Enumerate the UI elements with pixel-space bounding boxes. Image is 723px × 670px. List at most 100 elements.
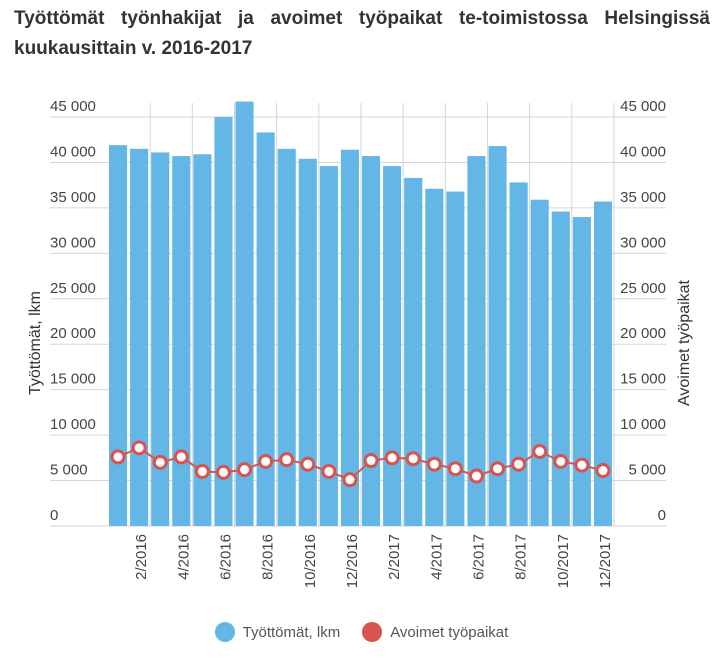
bar[interactable] — [340, 149, 359, 526]
y-axis-left: 0 5 000 10 000 15 000 20 000 25 000 30 000 35 0… — [50, 98, 96, 524]
x-tick-label: 12/2017 — [597, 534, 614, 588]
legend-swatch-red — [362, 622, 383, 642]
bar[interactable] — [362, 156, 381, 527]
line-point[interactable] — [532, 443, 548, 459]
y-right-tick-label: 35 000 — [620, 189, 666, 206]
bar[interactable] — [214, 117, 233, 526]
title-word: Helsingissä — [604, 8, 710, 29]
line-point[interactable] — [300, 456, 316, 472]
line-point[interactable] — [215, 464, 231, 480]
x-tick-label: 10/2016 — [302, 534, 319, 588]
y-left-tick-label: 25 000 — [50, 280, 96, 297]
line-point[interactable] — [595, 463, 611, 479]
bar[interactable] — [130, 148, 149, 527]
line-point[interactable] — [194, 463, 210, 479]
line-point[interactable] — [110, 449, 126, 465]
line-series — [110, 440, 611, 488]
y-left-tick-label: 15 000 — [50, 371, 96, 388]
title-line-2: kuukausittain v. 2016-2017 — [14, 38, 253, 59]
line-point[interactable] — [553, 453, 569, 469]
bar[interactable] — [383, 166, 402, 526]
y-right-tick-label: 5 000 — [628, 462, 666, 479]
line-point[interactable] — [152, 454, 168, 470]
y-left-tick-label: 45 000 — [50, 98, 96, 115]
line-point[interactable] — [405, 451, 421, 467]
bar[interactable] — [277, 148, 296, 527]
y-axis-left-title: Työttömät, lkm — [27, 291, 44, 395]
bar[interactable] — [319, 166, 338, 526]
bar[interactable] — [572, 216, 591, 526]
y-right-tick-label: 15 000 — [620, 371, 666, 388]
line-point[interactable] — [173, 449, 189, 465]
line-point[interactable] — [490, 461, 506, 477]
y-right-tick-label: 20 000 — [620, 325, 666, 342]
bar[interactable] — [551, 211, 570, 526]
chart-title: Työttömät työnhakijat ja avoimet työpaik… — [14, 4, 710, 64]
bar[interactable] — [172, 156, 191, 527]
legend-item-tyottomat[interactable]: Työttömät, lkm — [214, 622, 341, 642]
line-point[interactable] — [131, 440, 147, 456]
y-right-tick-label: 45 000 — [620, 98, 666, 115]
title-word: Työttömät — [14, 8, 105, 29]
x-tick-label: 8/2016 — [260, 534, 277, 580]
line-point[interactable] — [237, 462, 253, 478]
y-right-tick-label: 40 000 — [620, 143, 666, 160]
line-point[interactable] — [342, 472, 358, 488]
bar[interactable] — [256, 132, 275, 526]
title-word: työpaikat — [358, 8, 443, 29]
legend-label: Avoimet työpaikat — [390, 623, 509, 641]
x-tick-label: 6/2017 — [471, 534, 488, 580]
bar[interactable] — [593, 201, 612, 526]
title-word: ja — [237, 8, 254, 29]
bar[interactable] — [109, 145, 128, 527]
x-axis: 2/2016 4/2016 6/2016 8/2016 10/2016 12/2016 2/… — [133, 534, 614, 588]
line-point[interactable] — [426, 456, 442, 472]
line-point[interactable] — [279, 452, 295, 468]
x-tick-label: 2/2016 — [133, 534, 150, 580]
bar[interactable] — [193, 154, 212, 526]
bar[interactable] — [509, 182, 528, 526]
line-point[interactable] — [258, 453, 274, 469]
line-point[interactable] — [321, 463, 337, 479]
y-left-tick-label: 40 000 — [50, 143, 96, 160]
x-tick-label: 12/2016 — [344, 534, 361, 588]
legend: Työttömät, lkm Avoimet työpaikat — [0, 622, 723, 642]
y-left-tick-label: 30 000 — [50, 234, 96, 251]
x-tick-label: 8/2017 — [513, 534, 530, 580]
line-point[interactable] — [363, 453, 379, 469]
line-point[interactable] — [574, 457, 590, 473]
title-line-1: Työttömät työnhakijat ja avoimet työpaik… — [14, 4, 710, 34]
bar-series — [109, 101, 612, 527]
title-word: työnhakijat — [121, 8, 222, 29]
line-point[interactable] — [447, 461, 463, 477]
y-right-tick-label: 10 000 — [620, 416, 666, 433]
y-left-tick-label: 0 — [50, 507, 58, 524]
bar[interactable] — [404, 177, 423, 526]
y-axis-right-title: Avoimet työpaikat — [676, 279, 693, 406]
y-left-tick-label: 35 000 — [50, 189, 96, 206]
legend-label: Työttömät, lkm — [242, 623, 341, 641]
y-left-tick-label: 10 000 — [50, 416, 96, 433]
x-tick-label: 4/2016 — [175, 534, 192, 580]
legend-item-avoimet[interactable]: Avoimet työpaikat — [362, 622, 508, 642]
y-axis-right: 0 5 000 10 000 15 000 20 000 25 000 30 000 35 0… — [620, 98, 666, 524]
line-point[interactable] — [511, 456, 527, 472]
bar[interactable] — [488, 146, 507, 526]
x-tick-label: 2/2017 — [386, 534, 403, 580]
y-right-tick-label: 25 000 — [620, 280, 666, 297]
bar[interactable] — [235, 101, 254, 526]
line-point[interactable] — [384, 450, 400, 466]
title-word: avoimet — [270, 8, 343, 29]
bar[interactable] — [151, 152, 170, 527]
bar[interactable] — [425, 188, 444, 526]
x-tick-label: 4/2017 — [428, 534, 445, 580]
bar[interactable] — [298, 158, 317, 526]
bar[interactable] — [530, 199, 549, 526]
y-left-tick-label: 5 000 — [50, 462, 88, 479]
bar[interactable] — [446, 191, 465, 527]
y-right-tick-label: 30 000 — [620, 234, 666, 251]
bar[interactable] — [467, 156, 486, 527]
title-word: te-toimistossa — [458, 8, 588, 29]
line-point[interactable] — [468, 468, 484, 484]
